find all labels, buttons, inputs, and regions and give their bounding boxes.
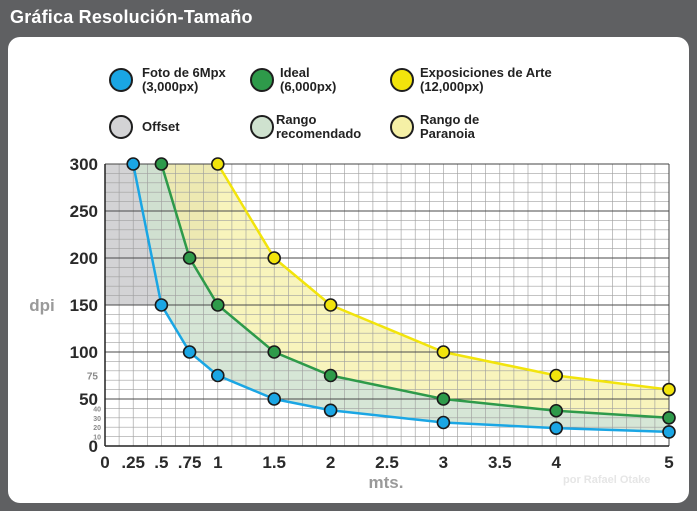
data-point — [549, 421, 564, 435]
y-tick-label: 100 — [70, 343, 98, 362]
x-tick-label: 0 — [100, 453, 109, 472]
series-line-3 — [216, 163, 670, 391]
legend-rango-par-marker — [390, 115, 414, 139]
data-point — [323, 298, 338, 312]
data-point — [211, 368, 225, 383]
data-point — [267, 345, 282, 359]
data-point — [662, 410, 676, 425]
data-point — [267, 251, 282, 265]
data-point — [182, 251, 197, 265]
y-tick-label: 50 — [79, 390, 98, 409]
data-point — [323, 368, 338, 383]
data-point — [211, 157, 225, 171]
legend-rango-rec-marker — [250, 115, 274, 139]
legend-rango-rec-label: Rango recomendado — [276, 112, 362, 141]
series-line-2 — [160, 163, 670, 420]
data-point — [323, 403, 338, 418]
data-point — [267, 392, 282, 406]
y-tick-label-minor: 30 — [93, 416, 101, 423]
data-point — [126, 157, 140, 171]
x-tick-label: .5 — [154, 453, 168, 472]
y-tick-label: 300 — [70, 155, 98, 174]
data-point — [436, 415, 451, 430]
x-tick-label: 1 — [213, 453, 222, 472]
data-point — [662, 382, 676, 397]
legend-arte-marker — [390, 68, 414, 92]
x-tick-label: 5 — [664, 453, 673, 472]
y-tick-label: 250 — [70, 202, 98, 221]
data-point — [211, 298, 225, 312]
y-axis-label: dpi — [29, 296, 55, 315]
x-tick-label: 2 — [326, 453, 335, 472]
y-tick-label-minor: 75 — [87, 372, 99, 383]
legend-ideal-label: Ideal (6,000px) — [280, 65, 337, 94]
x-tick-label: .75 — [178, 453, 202, 472]
y-tick-label: 200 — [70, 249, 98, 268]
data-point — [549, 368, 564, 383]
data-point — [662, 425, 676, 439]
x-tick-label: 3 — [439, 453, 448, 472]
region-rango-recomendado — [133, 164, 669, 432]
legend-offset-marker — [109, 115, 133, 139]
y-tick-label-minor: 40 — [93, 406, 101, 413]
x-tick-label: 3.5 — [488, 453, 512, 472]
data-point — [549, 403, 564, 418]
legend-rango-par-label: Rango de Paranoia — [420, 112, 480, 141]
y-tick-label-minor: 20 — [93, 425, 101, 432]
data-point — [154, 157, 169, 171]
page-title: Gráfica Resolución-Tamaño — [10, 7, 253, 27]
x-tick-label: 4 — [551, 453, 561, 472]
legend-ideal-marker — [250, 68, 274, 92]
x-tick-label: 2.5 — [375, 453, 399, 472]
data-point — [182, 345, 197, 359]
x-tick-label: 1.5 — [262, 453, 286, 472]
x-axis-label: mts. — [369, 473, 404, 492]
legend-foto-marker — [109, 68, 133, 92]
y-tick-label: 150 — [70, 296, 98, 315]
y-tick-label-minor: 10 — [93, 435, 101, 442]
legend-arte-label: Exposiciones de Arte (12,000px) — [420, 65, 552, 94]
legend-foto-label: Foto de 6Mpx (3,000px) — [142, 65, 226, 94]
y-tick-label: 0 — [89, 437, 98, 456]
legend-offset-label: Offset — [142, 119, 180, 134]
credit-text: por Rafael Otake — [563, 474, 651, 486]
data-point — [436, 392, 451, 406]
data-point — [154, 298, 169, 312]
x-tick-label: .25 — [121, 453, 145, 472]
data-point — [436, 345, 451, 359]
